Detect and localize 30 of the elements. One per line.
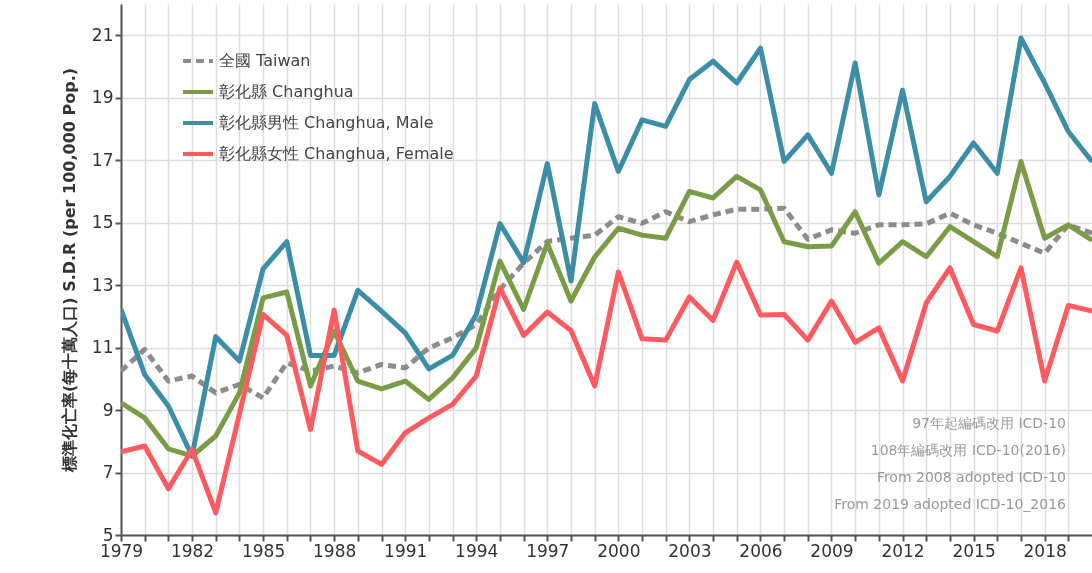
x-tick-label: 2012 [881, 540, 925, 561]
y-tick-label: 15 [91, 212, 114, 233]
y-tick-label: 21 [91, 24, 114, 45]
y-tick-label: 13 [91, 274, 114, 295]
x-tick-label: 1988 [313, 540, 357, 561]
x-tick-label: 2003 [668, 540, 712, 561]
x-tick-label: 1991 [384, 540, 428, 561]
x-tick-label: 2018 [1023, 540, 1067, 561]
x-tick-label: 2006 [739, 540, 783, 561]
legend-label: 彰化縣男性 Changhua, Male [219, 113, 434, 132]
y-tick-label: 9 [102, 399, 114, 420]
x-tick-label: 1994 [455, 540, 499, 561]
y-tick-label: 19 [91, 87, 114, 108]
annotation: 108年編碼改用 ICD-10(2016) [870, 442, 1066, 458]
y-axis-title: 標準化亡率(每十萬人口) S.D.R (per 100,000 Pop.) [59, 67, 79, 474]
annotation: 97年起編碼改用 ICD-10 [912, 415, 1066, 431]
annotation: From 2008 adopted ICD-10 [876, 469, 1066, 485]
x-tick-label: 1982 [170, 540, 215, 561]
legend-label: 全國 Taiwan [219, 51, 311, 70]
y-tick-label: 17 [91, 149, 114, 170]
x-tick-label: 1997 [526, 540, 570, 561]
y-tick-label: 11 [91, 337, 114, 358]
x-tick-label: 2015 [952, 540, 996, 561]
x-tick-label: 2000 [597, 540, 641, 561]
y-tick-label: 7 [102, 462, 114, 483]
x-tick-label: 1985 [241, 540, 286, 561]
annotation: From 2019 adopted ICD-10_2016 [834, 496, 1067, 512]
legend-label: 彰化縣女性 Changhua, Female [219, 144, 454, 163]
legend-label: 彰化縣 Changhua [219, 82, 354, 101]
x-tick-label: 2009 [810, 540, 854, 561]
